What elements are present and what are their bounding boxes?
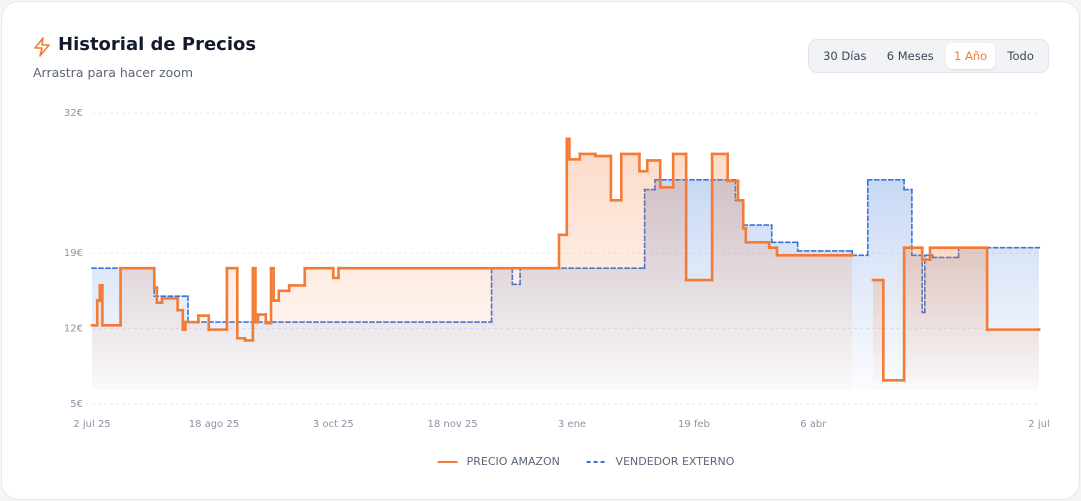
y-tick-label: 32€ (64, 108, 83, 119)
range-button[interactable]: Todo (1007, 49, 1034, 63)
y-tick-label: 19€ (64, 248, 83, 259)
area-fill (872, 247, 1039, 390)
subtitle: Arrastra para hacer zoom (33, 65, 194, 80)
y-tick-label: 12€ (64, 324, 83, 335)
x-tick-label: 18 nov 25 (428, 419, 478, 430)
y-tick-label: 5€ (70, 399, 83, 410)
x-tick-label: 19 feb (678, 419, 710, 430)
range-button[interactable]: 30 Días (823, 49, 867, 63)
x-tick-label: 2 jul 25 (73, 419, 110, 430)
range-selector: 30 Días 6 Meses 1 Año Todo (808, 39, 1049, 73)
x-tick-label: 18 ago 25 (189, 419, 239, 430)
range-button[interactable]: 1 Año (946, 43, 996, 69)
x-tick-label: 6 abr (800, 419, 827, 430)
range-button[interactable]: 6 Meses (886, 49, 934, 63)
lightning-icon (34, 37, 50, 57)
x-tick-label: 2 jul (1028, 419, 1049, 430)
title: Historial de Precios (58, 34, 257, 55)
x-tick-label: 3 oct 25 (313, 419, 354, 430)
x-tick-label: 3 ene (558, 419, 586, 430)
legend-label: VENDEDOR EXTERNO (616, 455, 735, 468)
legend-label: PRECIO AMAZON (467, 455, 560, 468)
area-fill (92, 138, 853, 390)
